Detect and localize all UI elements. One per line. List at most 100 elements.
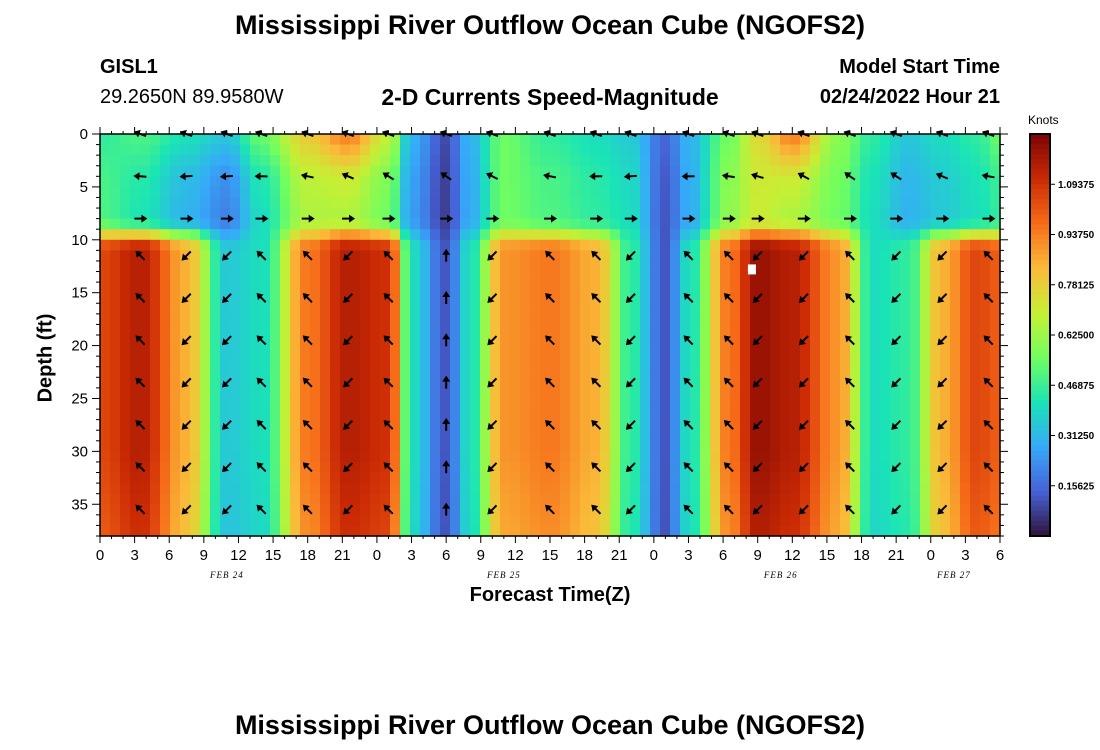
heatmap-cell — [770, 398, 781, 410]
heatmap-cell — [480, 197, 491, 209]
heatmap-cell — [590, 134, 601, 146]
heatmap-cell — [750, 430, 761, 442]
heatmap-cell — [450, 292, 461, 304]
heatmap-cell — [100, 218, 111, 230]
heatmap-cell — [480, 514, 491, 527]
current-arrow-head — [221, 422, 230, 430]
heatmap-cell — [840, 313, 851, 326]
current-arrow — [256, 504, 267, 515]
heatmap-cell — [110, 493, 121, 505]
current-arrow-head — [591, 293, 599, 301]
heatmap-cell — [360, 197, 371, 209]
heatmap-cell — [210, 176, 221, 188]
heatmap-cell — [270, 483, 281, 495]
heatmap-cell — [410, 186, 421, 199]
heatmap-cell — [280, 493, 291, 505]
heatmap-cell — [300, 514, 311, 527]
heatmap-cell — [700, 345, 711, 357]
heatmap-cell — [730, 134, 741, 146]
heatmap-cell — [870, 335, 881, 347]
heatmap-cell — [310, 504, 321, 516]
heatmap-cell — [600, 472, 611, 484]
heatmap-cell — [460, 229, 471, 241]
heatmap-cell — [420, 144, 431, 156]
heatmap-cell — [870, 525, 881, 537]
heatmap-cell — [960, 208, 971, 220]
heatmap-cell — [400, 134, 411, 146]
heatmap-cell — [800, 303, 811, 315]
heatmap-cell — [750, 366, 761, 378]
heatmap-cell — [420, 176, 431, 188]
heatmap-cell — [800, 409, 811, 421]
current-arrow-head — [597, 214, 604, 223]
heatmap-cell — [740, 292, 751, 304]
heatmap-cell — [480, 250, 491, 262]
heatmap-cell — [490, 419, 501, 431]
x-tick-label: 3 — [961, 547, 969, 564]
heatmap-cell — [460, 493, 471, 505]
heatmap-cell — [630, 430, 641, 442]
heatmap-cell — [940, 260, 951, 273]
current-arrow — [487, 462, 498, 473]
heatmap-cell — [760, 303, 771, 315]
heatmap-cell — [480, 366, 491, 378]
heatmap-cell — [290, 409, 301, 421]
heatmap-cell — [870, 165, 881, 177]
heatmap-cell — [890, 176, 901, 188]
heatmap-cell — [600, 387, 611, 400]
heatmap-cell — [280, 292, 291, 304]
heatmap-cell — [320, 197, 331, 209]
heatmap-cell — [840, 461, 851, 474]
current-arrow-head — [983, 250, 991, 258]
heatmap-cell — [270, 525, 281, 537]
heatmap-cell — [460, 134, 471, 146]
heatmap-cell — [670, 250, 681, 262]
heatmap-cell — [820, 303, 831, 315]
heatmap-cell — [100, 282, 111, 294]
heatmap-cell — [800, 282, 811, 294]
heatmap-cell — [460, 303, 471, 315]
heatmap-cell — [790, 271, 801, 283]
heatmap-cell — [450, 165, 461, 177]
heatmap-cell — [930, 419, 941, 431]
heatmap-cell — [160, 366, 171, 378]
heatmap-cell — [660, 514, 671, 527]
heatmap-cell — [630, 483, 641, 495]
heatmap-cell — [490, 197, 501, 209]
heatmap-cell — [520, 398, 531, 410]
heatmap-cell — [110, 398, 121, 410]
heatmap-cell — [650, 134, 661, 146]
current-arrow — [798, 250, 809, 261]
heatmap-cell — [950, 440, 961, 452]
heatmap-cell — [210, 134, 221, 146]
heatmap-cell — [840, 155, 851, 167]
heatmap-cell — [730, 366, 741, 378]
heatmap-cell — [580, 493, 591, 505]
heatmap-cell — [230, 366, 241, 378]
heatmap-cell — [390, 218, 401, 230]
heatmap-cell — [300, 208, 311, 220]
heatmap-cell — [650, 398, 661, 410]
heatmap-cell — [440, 208, 451, 220]
heatmap-cell — [100, 324, 111, 336]
heatmap-cell — [150, 345, 161, 357]
heatmap-cell — [330, 239, 341, 251]
heatmap-cell — [930, 134, 941, 146]
heatmap-cell — [610, 186, 621, 199]
heatmap-cell — [800, 472, 811, 484]
heatmap-cell — [220, 514, 231, 527]
heatmap-cell — [390, 366, 401, 378]
heatmap-cell — [880, 356, 891, 368]
heatmap-cell — [380, 366, 391, 378]
heatmap-cell — [880, 324, 891, 336]
heatmap-cell — [210, 525, 221, 537]
heatmap-cell — [990, 514, 1001, 527]
heatmap-cell — [200, 387, 211, 400]
heatmap-cell — [340, 197, 351, 209]
heatmap-cell — [490, 250, 501, 262]
heatmap-cell — [150, 514, 161, 527]
heatmap-cell — [830, 218, 841, 230]
heatmap-cell — [270, 165, 281, 177]
current-arrow — [343, 335, 354, 346]
heatmap-cell — [790, 440, 801, 452]
